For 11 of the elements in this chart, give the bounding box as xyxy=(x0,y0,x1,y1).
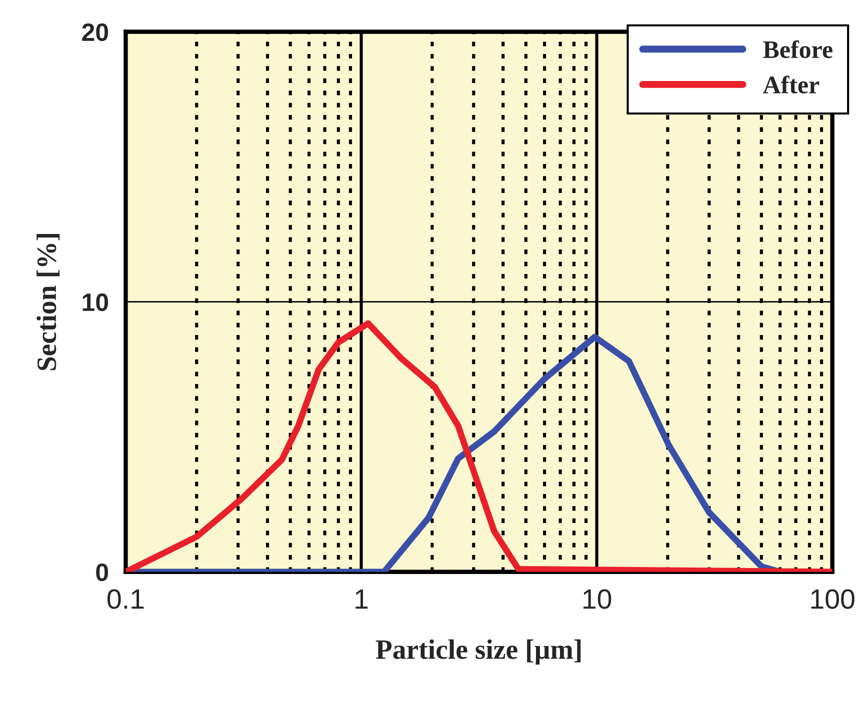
legend-label: Before xyxy=(763,40,832,58)
y-tick-label: 10 xyxy=(82,293,108,312)
y-tick-label: 20 xyxy=(82,23,108,42)
x-tick-label: 10 xyxy=(583,589,612,609)
legend-label: After xyxy=(762,76,820,94)
y-axis-title: Section [%] xyxy=(36,234,60,370)
y-tick-label: 0 xyxy=(96,563,108,582)
x-tick-label: 1 xyxy=(356,590,368,609)
x-tick-label: 0.1 xyxy=(107,589,144,609)
x-tick-label: 100 xyxy=(811,589,854,609)
x-axis-title: Particle size [µm] xyxy=(376,639,581,665)
